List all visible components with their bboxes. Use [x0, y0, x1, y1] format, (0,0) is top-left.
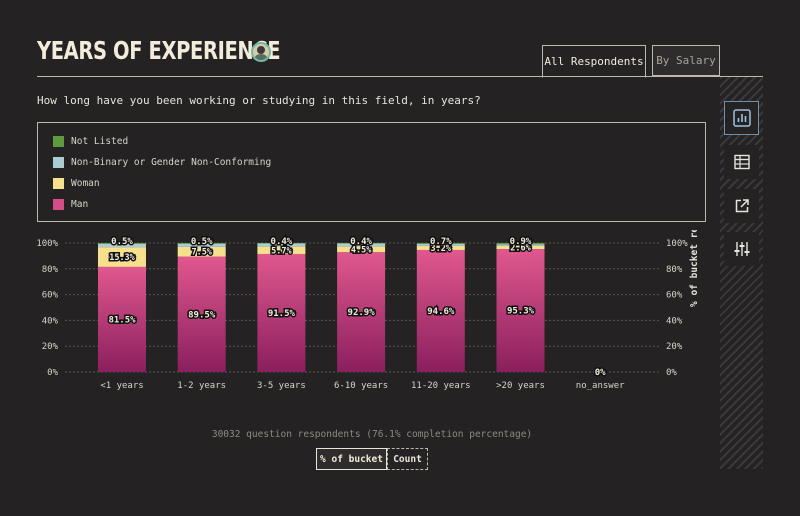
filters-button[interactable] [724, 232, 759, 266]
bar-woman[interactable] [337, 246, 386, 253]
data-label-woman: 5.7% [271, 246, 292, 256]
chart-view-button[interactable] [724, 101, 759, 135]
data-label-man: 91.5% [268, 309, 296, 319]
bar-woman[interactable] [416, 245, 465, 250]
data-label-man: 81.5% [108, 315, 136, 325]
table-view-button[interactable] [724, 145, 759, 179]
open-link-button[interactable] [724, 189, 759, 223]
y-tick-label-right: 40% [666, 316, 683, 326]
sliders-icon [734, 242, 749, 256]
bar-woman[interactable] [257, 246, 306, 254]
count-toggle-button[interactable]: Count [387, 448, 428, 470]
data-label-woman: 3.2% [431, 244, 452, 254]
respondents-note: 30032 question respondents (76.1% comple… [211, 429, 533, 440]
y-axis-title: % of bucket respondents [689, 230, 700, 307]
bar-not-listed[interactable] [177, 243, 226, 244]
legend-swatch [53, 157, 64, 168]
y-tick-label-right: 0% [666, 368, 677, 378]
y-tick-label-left: 0% [47, 368, 58, 378]
bar-not-listed[interactable] [98, 243, 146, 244]
question-text: How long have you been working or studyi… [37, 94, 481, 107]
x-tick-label: >20 years [496, 381, 545, 391]
legend-swatch [53, 199, 64, 210]
bar-not-listed[interactable] [257, 243, 306, 244]
y-tick-label-right: 80% [666, 265, 683, 275]
data-label-woman: 2.6% [510, 243, 531, 253]
legend-label: Man [71, 199, 89, 210]
bar-woman[interactable] [496, 245, 545, 250]
bar-man[interactable] [416, 249, 465, 372]
legend-label: Not Listed [71, 136, 129, 147]
external-link-icon [735, 199, 749, 213]
title-row: YEARS OF EXPERIENCE [37, 36, 349, 65]
tab-all-respondents[interactable]: All Respondents [542, 45, 646, 78]
data-label-woman: 7.5% [191, 248, 212, 258]
chart-legend: Not Listed Non-Binary or Gender Non-Conf… [37, 122, 706, 222]
y-tick-label-left: 80% [42, 265, 59, 275]
data-label-not-listed: 0.7% [430, 237, 452, 247]
y-tick-label-left: 40% [42, 316, 59, 326]
legend-swatch [53, 178, 64, 189]
bar-chart: 0% 0% 20% 20% 40% 40% 60% 60% 80% 80% 100% 100% <1 … [36, 230, 700, 391]
bar-man[interactable] [496, 249, 545, 372]
y-tick-label-right: 20% [666, 342, 683, 352]
data-label-not-listed: 0.4% [350, 237, 372, 247]
data-label-man: 92.9% [348, 308, 376, 318]
x-tick-label: 11-20 years [411, 381, 471, 391]
data-label-not-listed: 0.5% [111, 237, 133, 247]
bar-non-binary[interactable] [257, 243, 306, 247]
legend-item-not-listed[interactable]: Not Listed [53, 136, 128, 147]
percent-toggle-button[interactable]: % of bucket [316, 448, 387, 470]
bar-not-listed[interactable] [416, 243, 465, 244]
table-icon [733, 154, 750, 170]
page-title: YEARS OF EXPERIENCE [37, 36, 281, 65]
x-tick-label: 6-10 years [334, 381, 388, 391]
data-label-man: 94.6% [427, 307, 455, 317]
legend-item-non-binary[interactable]: Non-Binary or Gender Non-Conforming [53, 157, 271, 168]
bar-man[interactable] [337, 252, 386, 372]
y-tick-label-right: 100% [666, 239, 688, 249]
bar-man[interactable] [177, 256, 226, 372]
x-tick-label: 3-5 years [257, 381, 306, 391]
bar-not-listed[interactable] [337, 243, 386, 244]
data-label-man: 89.5% [188, 310, 216, 320]
bar-non-binary[interactable] [177, 243, 226, 247]
header-divider [37, 76, 763, 77]
legend-label: Non-Binary or Gender Non-Conforming [71, 157, 272, 168]
x-tick-label: 1-2 years [177, 381, 226, 391]
y-tick-label-right: 60% [666, 291, 683, 301]
bar-non-binary[interactable] [337, 243, 386, 247]
bar-non-binary[interactable] [98, 243, 146, 248]
author-avatar [251, 42, 271, 62]
legend-label: Woman [71, 178, 100, 189]
data-label-woman: 4.5% [351, 245, 372, 255]
bar-not-listed[interactable] [496, 243, 545, 245]
tab-by-salary[interactable]: By Salary [652, 45, 720, 76]
legend-swatch [53, 136, 64, 147]
data-label-not-listed: 0.4% [271, 237, 293, 247]
y-tick-label-left: 20% [42, 342, 59, 352]
bar-man[interactable] [98, 266, 146, 372]
data-label-man: 0% [595, 368, 606, 378]
bar-non-binary[interactable] [416, 243, 465, 246]
y-tick-label-left: 100% [36, 239, 58, 249]
legend-item-woman[interactable]: Woman [53, 178, 100, 189]
data-label-man: 95.3% [507, 307, 535, 317]
bar-woman[interactable] [177, 246, 226, 257]
y-tick-label-left: 60% [42, 291, 59, 301]
side-toolbar [720, 77, 763, 469]
data-label-not-listed: 0.5% [191, 237, 213, 247]
data-label-woman: 15.3% [109, 253, 135, 263]
x-tick-label: no_answer [576, 381, 625, 391]
bar-woman[interactable] [98, 247, 146, 267]
bar-man[interactable] [257, 253, 306, 372]
x-tick-label: <1 years [100, 381, 143, 391]
bar-non-binary[interactable] [496, 244, 545, 246]
legend-item-man[interactable]: Man [53, 199, 88, 210]
data-label-not-listed: 0.9% [510, 237, 532, 247]
bar-chart-icon [732, 109, 751, 127]
